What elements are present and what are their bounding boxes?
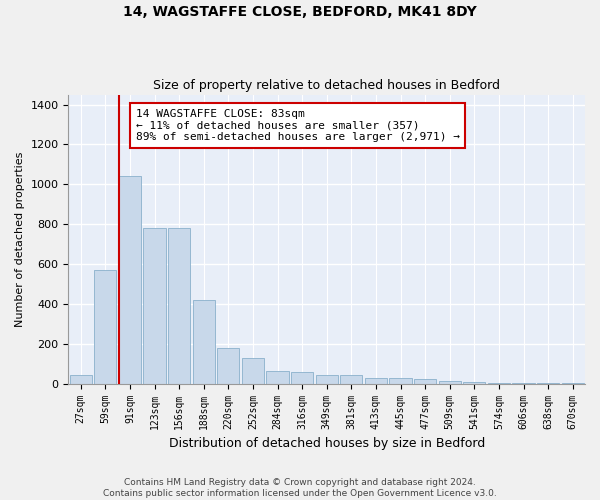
Bar xyxy=(266,370,289,384)
Bar xyxy=(414,380,436,384)
Bar xyxy=(340,374,362,384)
Bar xyxy=(316,374,338,384)
Bar xyxy=(463,382,485,384)
Bar xyxy=(439,380,461,384)
Bar xyxy=(389,378,412,384)
Bar xyxy=(242,358,264,384)
Bar xyxy=(119,176,141,384)
Bar xyxy=(291,372,313,384)
Bar xyxy=(168,228,190,384)
Bar xyxy=(512,383,535,384)
Bar xyxy=(365,378,387,384)
Text: 14 WAGSTAFFE CLOSE: 83sqm
← 11% of detached houses are smaller (357)
89% of semi: 14 WAGSTAFFE CLOSE: 83sqm ← 11% of detac… xyxy=(136,109,460,142)
X-axis label: Distribution of detached houses by size in Bedford: Distribution of detached houses by size … xyxy=(169,437,485,450)
Bar xyxy=(143,228,166,384)
Bar xyxy=(488,382,510,384)
Title: Size of property relative to detached houses in Bedford: Size of property relative to detached ho… xyxy=(153,79,500,92)
Text: Contains HM Land Registry data © Crown copyright and database right 2024.
Contai: Contains HM Land Registry data © Crown c… xyxy=(103,478,497,498)
Bar xyxy=(70,374,92,384)
Text: 14, WAGSTAFFE CLOSE, BEDFORD, MK41 8DY: 14, WAGSTAFFE CLOSE, BEDFORD, MK41 8DY xyxy=(123,5,477,19)
Bar xyxy=(217,348,239,384)
Y-axis label: Number of detached properties: Number of detached properties xyxy=(15,152,25,327)
Bar xyxy=(193,300,215,384)
Bar xyxy=(94,270,116,384)
